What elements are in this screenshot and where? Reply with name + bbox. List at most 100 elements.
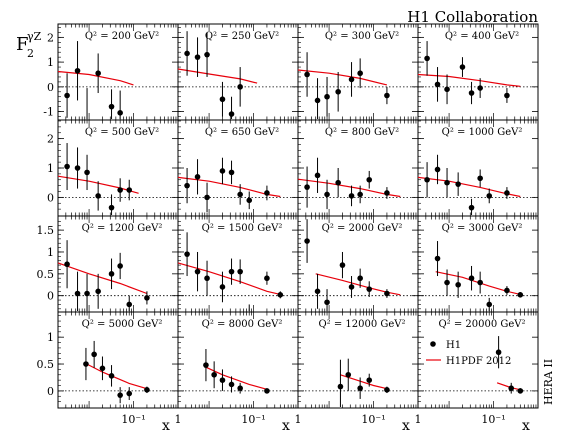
panel: Q² = 2000 GeV² <box>297 215 419 313</box>
panel-grid: -1 0 1 2 0 1 2 0 0.5 1 1.5 0 0.5 1 Q² = 200 GeV² Q² = 2… <box>37 23 539 409</box>
data-point <box>508 385 515 392</box>
theory-curve <box>297 69 388 86</box>
panel-label: Q² = 200 GeV² <box>85 31 159 42</box>
data-point <box>486 193 493 199</box>
panel: Q² = 800 GeV² <box>297 119 419 217</box>
data-point <box>486 301 493 308</box>
panel-frame <box>417 311 539 409</box>
data-point <box>237 191 243 198</box>
main-y-axis-label: F 2 γZ <box>16 30 42 60</box>
data-point <box>504 92 510 99</box>
panel-label: Q² = 250 GeV² <box>205 31 279 42</box>
data-point <box>366 377 373 383</box>
legend-marker <box>430 341 436 347</box>
data-point <box>211 371 217 378</box>
panel-label: Q² = 400 GeV² <box>445 31 519 42</box>
ylabel-sup: γZ <box>27 30 42 43</box>
panel-label: Q² = 12000 GeV² <box>318 319 405 330</box>
legend: H1 H1PDF 2012 <box>426 340 511 367</box>
data-point <box>444 179 450 186</box>
theory-curve <box>417 176 521 198</box>
panel: Q² = 200 GeV² <box>57 23 179 121</box>
legend-label-data: H1 <box>446 340 461 351</box>
theory-curve <box>177 68 258 84</box>
panel-label: Q² = 8000 GeV² <box>202 319 283 330</box>
legend-label-theory: H1PDF 2012 <box>446 356 511 367</box>
x-axis-labels: 10⁻¹ 1x 10⁻¹ 1x 10⁻¹ 1x 10⁻¹ x <box>121 413 530 434</box>
data-point <box>204 194 210 201</box>
data-point <box>517 292 524 298</box>
data-point <box>117 392 123 398</box>
ylabel-main: F <box>16 34 29 55</box>
data-point <box>117 187 123 193</box>
data-point <box>324 93 330 100</box>
panel: Q² = 8000 GeV² <box>177 311 299 409</box>
y-tick-label: 1 <box>47 162 54 175</box>
data-point <box>95 288 101 295</box>
data-point <box>384 92 390 99</box>
data-point <box>194 54 201 60</box>
data-point <box>455 181 461 187</box>
data-point <box>117 263 123 269</box>
data-point <box>335 179 341 186</box>
y-tick-label: -1 <box>43 106 54 119</box>
data-point <box>144 295 150 301</box>
data-point <box>264 275 270 282</box>
data-point <box>444 86 450 93</box>
data-point <box>108 373 115 379</box>
y-tick-label: 0.5 <box>37 268 55 281</box>
data-point <box>468 90 475 96</box>
data-point <box>204 51 210 58</box>
panel-label: Q² = 500 GeV² <box>85 127 159 138</box>
data-point <box>384 387 390 393</box>
data-point <box>126 390 133 397</box>
panel: Q² = 250 GeV² <box>177 23 299 121</box>
panel: Q² = 1500 GeV² <box>177 215 299 313</box>
data-point <box>434 81 441 88</box>
data-point <box>477 85 483 91</box>
data-point <box>384 190 390 196</box>
data-point <box>304 184 310 190</box>
y-tick-label: 2 <box>47 31 54 44</box>
hera-ii-label: HERA II <box>542 359 555 405</box>
data-point <box>108 271 115 277</box>
data-point <box>184 50 190 57</box>
y-tick-label: 1 <box>47 246 54 259</box>
data-point <box>108 103 115 110</box>
data-point <box>357 275 363 282</box>
data-point <box>203 362 209 368</box>
data-point <box>459 64 466 70</box>
panel-label: Q² = 3000 GeV² <box>442 223 523 234</box>
data-point <box>339 262 346 268</box>
data-point <box>348 76 355 83</box>
panel: Q² = 12000 GeV² <box>297 311 419 409</box>
data-point <box>64 163 70 170</box>
data-point <box>84 169 90 176</box>
data-point <box>384 290 390 297</box>
data-point <box>194 174 201 180</box>
data-point <box>219 96 226 103</box>
data-point <box>444 279 450 286</box>
ylabel-sub: 2 <box>27 47 34 60</box>
data-point <box>74 67 81 74</box>
y-tick-label: 0 <box>47 385 54 398</box>
panel: Q² = 3000 GeV² <box>417 215 539 313</box>
theory-curve <box>340 374 388 390</box>
x-tick-label: 10⁻¹ <box>361 413 385 426</box>
data-point <box>477 279 483 286</box>
x-tick-label: 10⁻¹ <box>481 413 505 426</box>
data-point <box>357 70 363 77</box>
data-point <box>95 193 101 199</box>
x-tick-label: 1 <box>295 413 302 426</box>
data-point <box>228 268 235 275</box>
panel-label: Q² = 800 GeV² <box>325 127 399 138</box>
y-tick-label: 2 <box>47 133 54 146</box>
data-point <box>74 165 81 171</box>
data-point <box>366 176 373 183</box>
data-point <box>314 172 321 179</box>
theory-curve <box>57 70 134 86</box>
data-point <box>64 92 70 99</box>
data-point <box>335 88 341 95</box>
data-point <box>74 290 81 297</box>
panel: Q² = 20000 GeV² <box>417 311 539 409</box>
